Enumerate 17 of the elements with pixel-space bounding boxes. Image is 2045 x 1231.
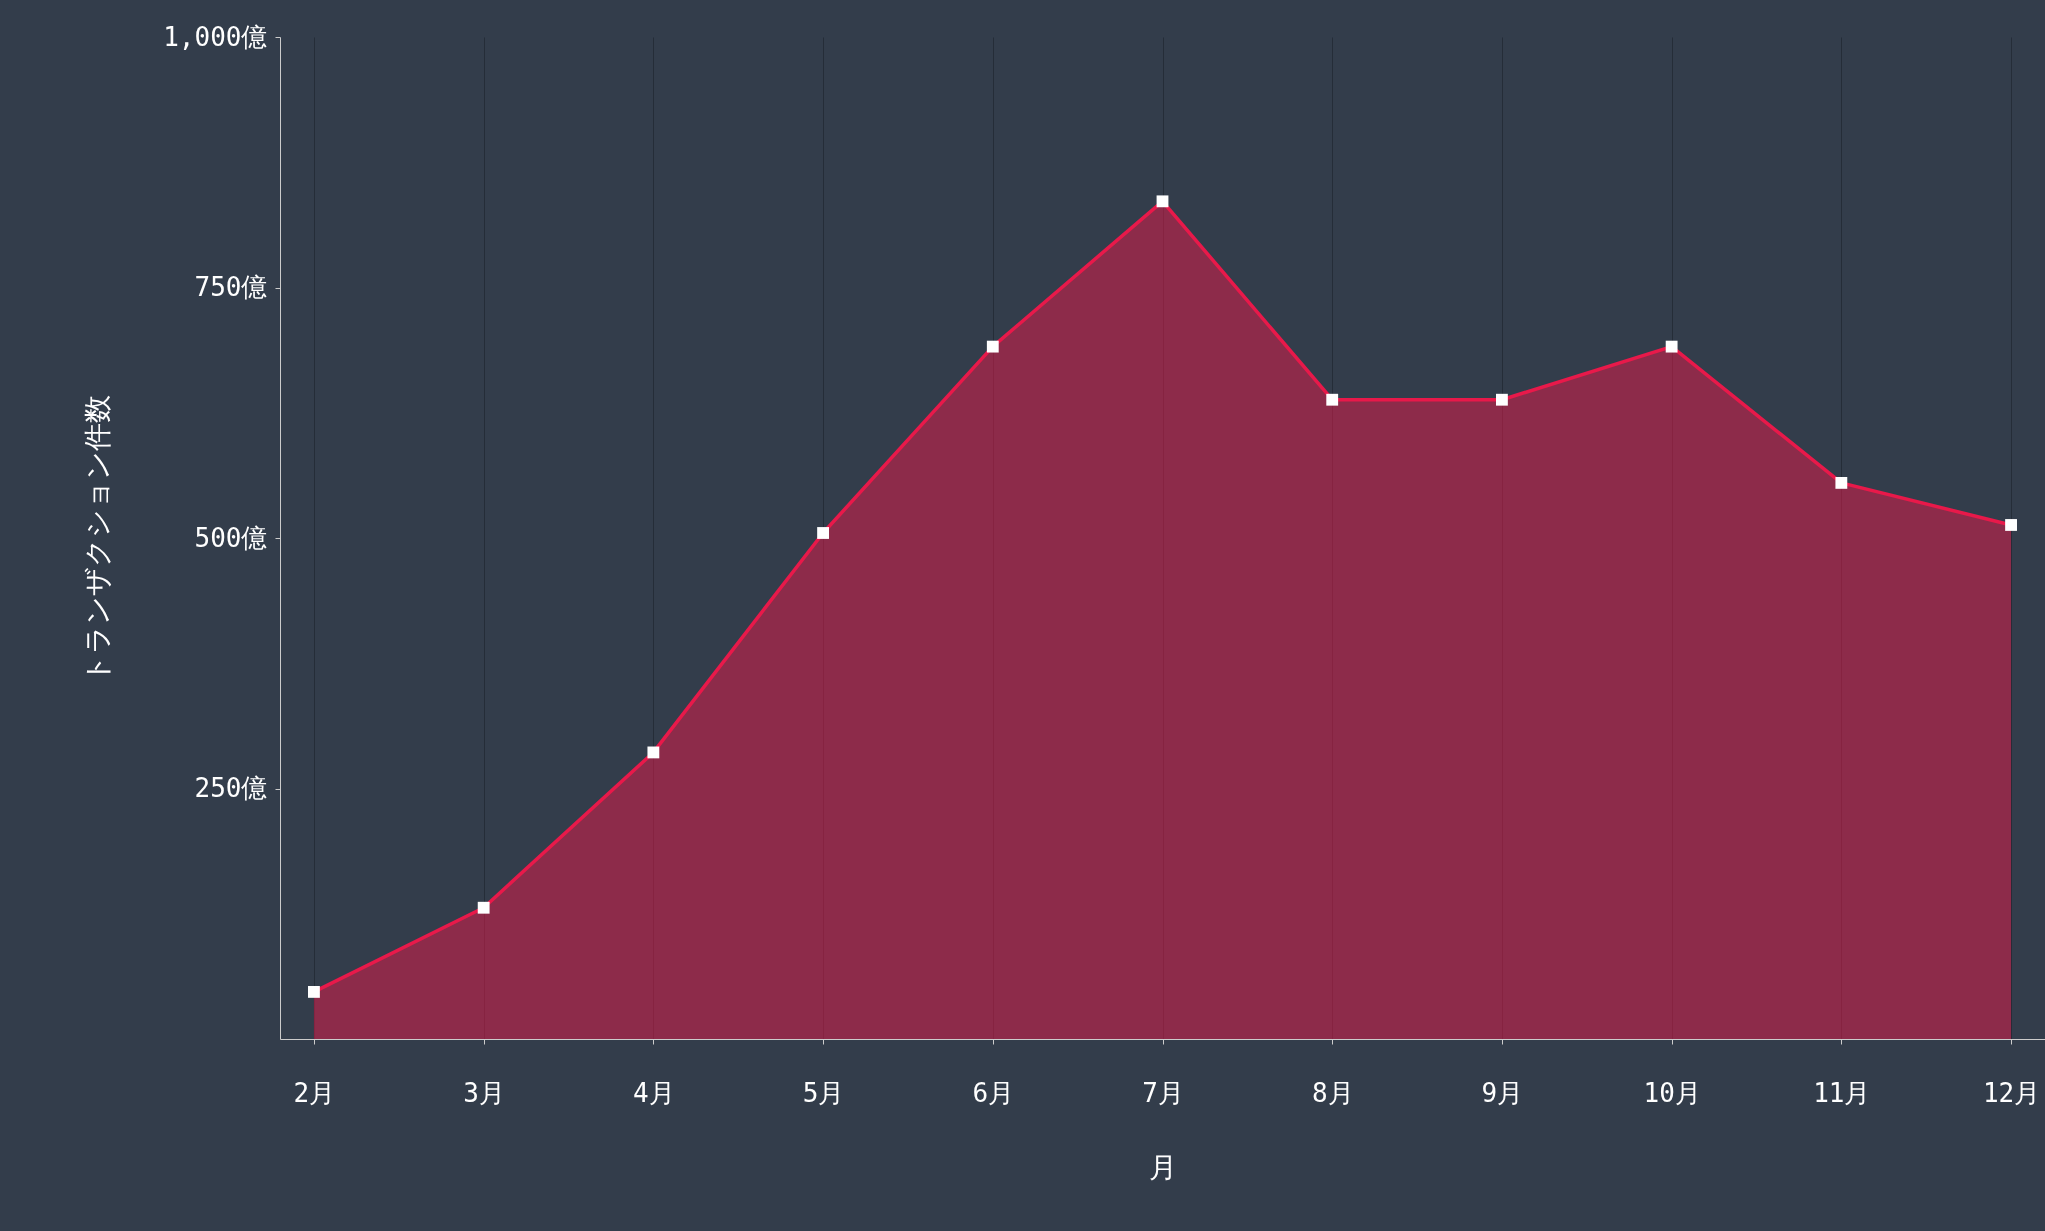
y-tick-label: 1,000億 [163, 21, 268, 52]
x-axis-title: 月 [1149, 1150, 1177, 1184]
x-tick-label: 10月 [1643, 1077, 1701, 1108]
x-tick-label: 8月 [1311, 1077, 1354, 1108]
y-axis-title: トランザクション件数 [81, 394, 115, 683]
x-tick-label: 7月 [1142, 1077, 1184, 1108]
y-tick-label: 500億 [194, 522, 268, 553]
y-tick-label: 250億 [194, 773, 268, 803]
x-tick-label: 6月 [972, 1077, 1015, 1108]
x-tick-label: 3月 [463, 1077, 505, 1108]
x-tick-label: 9月 [1481, 1077, 1524, 1108]
x-tick-label: 12月 [1982, 1077, 2041, 1108]
x-tick-label: 11月 [1813, 1077, 1871, 1108]
x-tick-label: 4月 [633, 1077, 675, 1108]
x-tick-label: 2月 [293, 1077, 336, 1108]
y-tick-label: 750億 [194, 272, 268, 302]
x-tick-label: 5月 [802, 1077, 845, 1108]
